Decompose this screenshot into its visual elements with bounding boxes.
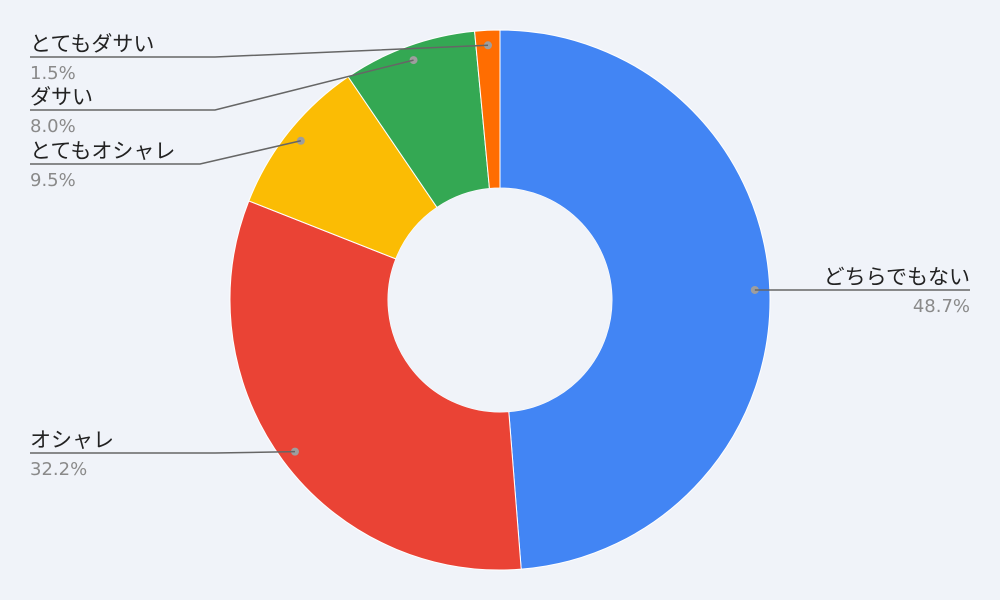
- slice-percent: 1.5%: [30, 63, 76, 84]
- slice-percent: 9.5%: [30, 170, 76, 191]
- slice-percent: 32.2%: [30, 459, 87, 480]
- chart-labels: どちらでもない 48.7% オシャレ 32.2% とてもオシャレ 9.5% ダサい 8.0% と…: [30, 32, 970, 480]
- chart-slices: [229, 29, 771, 571]
- slice-label: とてもオシャレ: [30, 139, 175, 163]
- slice-label: オシャレ: [30, 428, 114, 452]
- leader-line: [30, 140, 302, 165]
- slice-label: どちらでもない: [824, 265, 970, 289]
- slice-percent: 48.7%: [913, 296, 970, 317]
- leader-line: [30, 44, 489, 58]
- slice-label: ダサい: [30, 85, 93, 109]
- slice-label: とてもダサい: [30, 32, 154, 56]
- leader-line: [30, 59, 414, 111]
- slice-percent: 8.0%: [30, 116, 76, 137]
- leader-line: [30, 450, 295, 454]
- donut-hole: [388, 188, 612, 412]
